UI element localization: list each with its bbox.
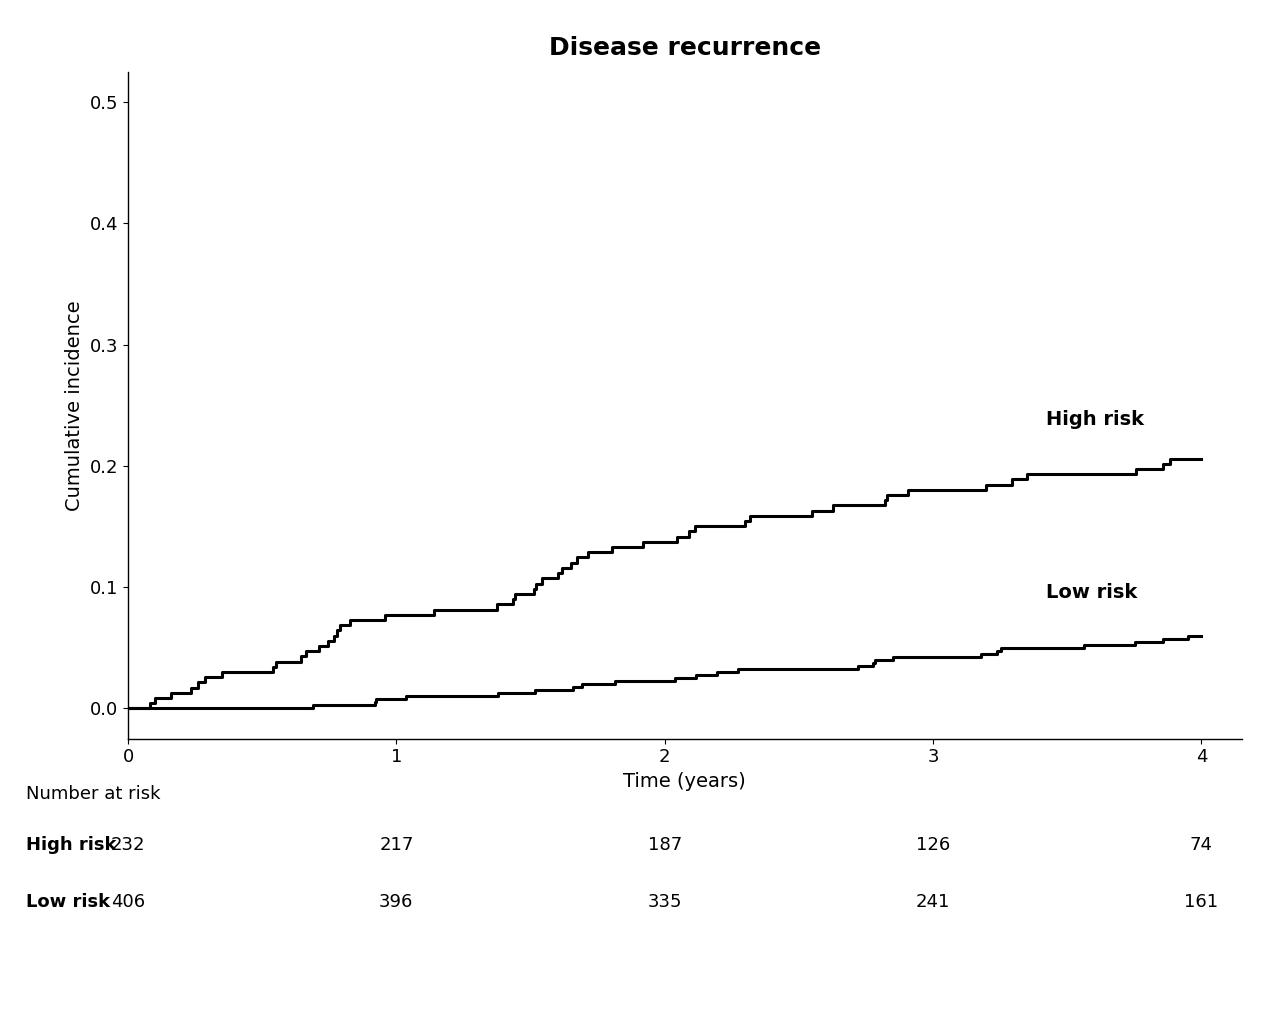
Text: 406: 406 — [111, 893, 145, 911]
Text: 74: 74 — [1190, 836, 1213, 855]
Text: Low risk: Low risk — [1046, 583, 1137, 601]
Text: Number at risk: Number at risk — [26, 785, 160, 803]
Text: 232: 232 — [111, 836, 145, 855]
Text: 126: 126 — [916, 836, 950, 855]
Text: 161: 161 — [1184, 893, 1219, 911]
Title: Disease recurrence: Disease recurrence — [549, 36, 820, 61]
Text: 241: 241 — [915, 893, 950, 911]
Text: High risk: High risk — [26, 836, 116, 855]
Text: 396: 396 — [379, 893, 413, 911]
Text: 217: 217 — [379, 836, 413, 855]
Text: 335: 335 — [648, 893, 682, 911]
Text: 187: 187 — [648, 836, 682, 855]
X-axis label: Time (years): Time (years) — [623, 772, 746, 791]
Text: High risk: High risk — [1046, 410, 1144, 429]
Y-axis label: Cumulative incidence: Cumulative incidence — [65, 300, 84, 511]
Text: Low risk: Low risk — [26, 893, 110, 911]
